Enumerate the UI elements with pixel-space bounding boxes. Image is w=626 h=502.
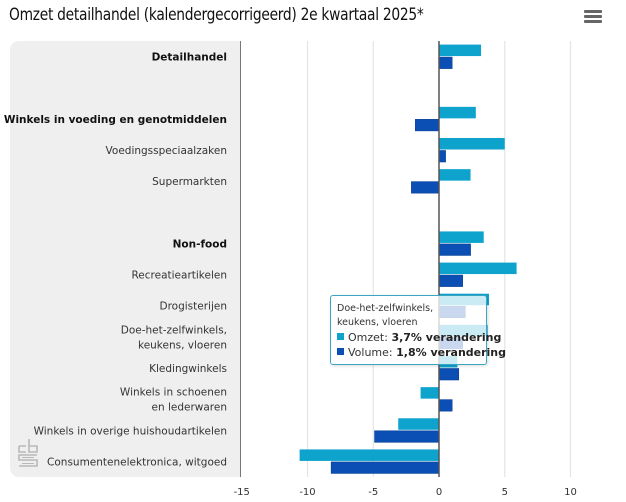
category-label: Winkels in voeding en genotmiddelen (4, 114, 227, 126)
category-label: Supermarkten (152, 176, 227, 188)
tooltip-value: 1,8% verandering (396, 346, 507, 359)
bar-omzet[interactable] (420, 387, 439, 399)
tooltip-row-volume: Volume: 1,8% verandering (337, 345, 506, 360)
cbs-logo-icon (18, 439, 38, 467)
x-tick-label: 0 (436, 487, 442, 498)
category-label: Recreatieartikelen (131, 270, 227, 282)
chart-title: Omzet detailhandel (kalendergecorrigeerd… (9, 5, 424, 24)
tooltip-series-label: Omzet: (348, 331, 388, 344)
tooltip-row-omzet: Omzet: 3,7% verandering (337, 330, 501, 345)
gridlines (306, 41, 572, 477)
bar-omzet[interactable] (439, 231, 484, 243)
bar-volume[interactable] (438, 274, 463, 287)
x-tick-label: -5 (368, 487, 378, 498)
category-label-panel (10, 41, 241, 477)
hamburger-menu-icon[interactable] (584, 10, 602, 26)
bar-omzet[interactable] (439, 106, 476, 119)
volume-swatch-icon (337, 348, 344, 355)
bars (299, 44, 517, 474)
category-label: Detailhandel (152, 52, 227, 64)
category-label: en lederwaren (152, 402, 228, 414)
category-label: Non-food (173, 238, 227, 250)
tooltip-title-line2: keukens, vloeren (337, 317, 418, 328)
category-label: Winkels in schoenen (120, 387, 227, 399)
bar-omzet[interactable] (439, 138, 505, 150)
bar-volume[interactable] (438, 56, 453, 69)
x-tick-label: 10 (564, 487, 577, 498)
bar-omzet[interactable] (299, 449, 439, 461)
bar-volume[interactable] (438, 399, 453, 412)
bar-volume[interactable] (438, 368, 460, 381)
bar-volume[interactable] (415, 119, 440, 132)
omzet-swatch-icon (337, 333, 344, 340)
category-label: Winkels in overige huishoudartikelen (34, 425, 227, 437)
category-label: Drogisterijen (160, 301, 228, 313)
tooltip-title-line1: Doe-het-zelfwinkels, (337, 303, 434, 314)
category-label: Voedingsspeciaalzaken (106, 145, 227, 157)
x-tick-label: 5 (502, 487, 508, 498)
tooltip-value: 3,7% verandering (391, 331, 502, 344)
bar-volume[interactable] (330, 461, 440, 474)
bar-volume[interactable] (438, 243, 471, 256)
bar-omzet[interactable] (439, 44, 482, 57)
bar-volume[interactable] (411, 181, 440, 194)
x-axis-ticks: -15 -10 -5 0 5 10 (234, 487, 577, 498)
bar-volume[interactable] (438, 150, 446, 163)
category-label: Consumentenelektronica, witgoed (47, 456, 227, 468)
bar-omzet[interactable] (439, 262, 517, 275)
x-tick-label: -10 (299, 487, 315, 498)
category-label: keukens, vloeren (138, 339, 227, 351)
x-tick-label: -15 (234, 487, 250, 498)
category-label: Kledingwinkels (149, 363, 227, 375)
tooltip-series-label: Volume: (348, 346, 393, 359)
bar-omzet[interactable] (439, 169, 471, 181)
category-label: Doe-het-zelfwinkels, (121, 324, 227, 336)
bar-omzet[interactable] (398, 418, 439, 430)
tooltip: Doe-het-zelfwinkels, keukens, vloeren Om… (330, 295, 506, 365)
bar-volume[interactable] (374, 430, 440, 443)
category-labels: Detailhandel Winkels in voeding en genotm… (4, 52, 227, 469)
